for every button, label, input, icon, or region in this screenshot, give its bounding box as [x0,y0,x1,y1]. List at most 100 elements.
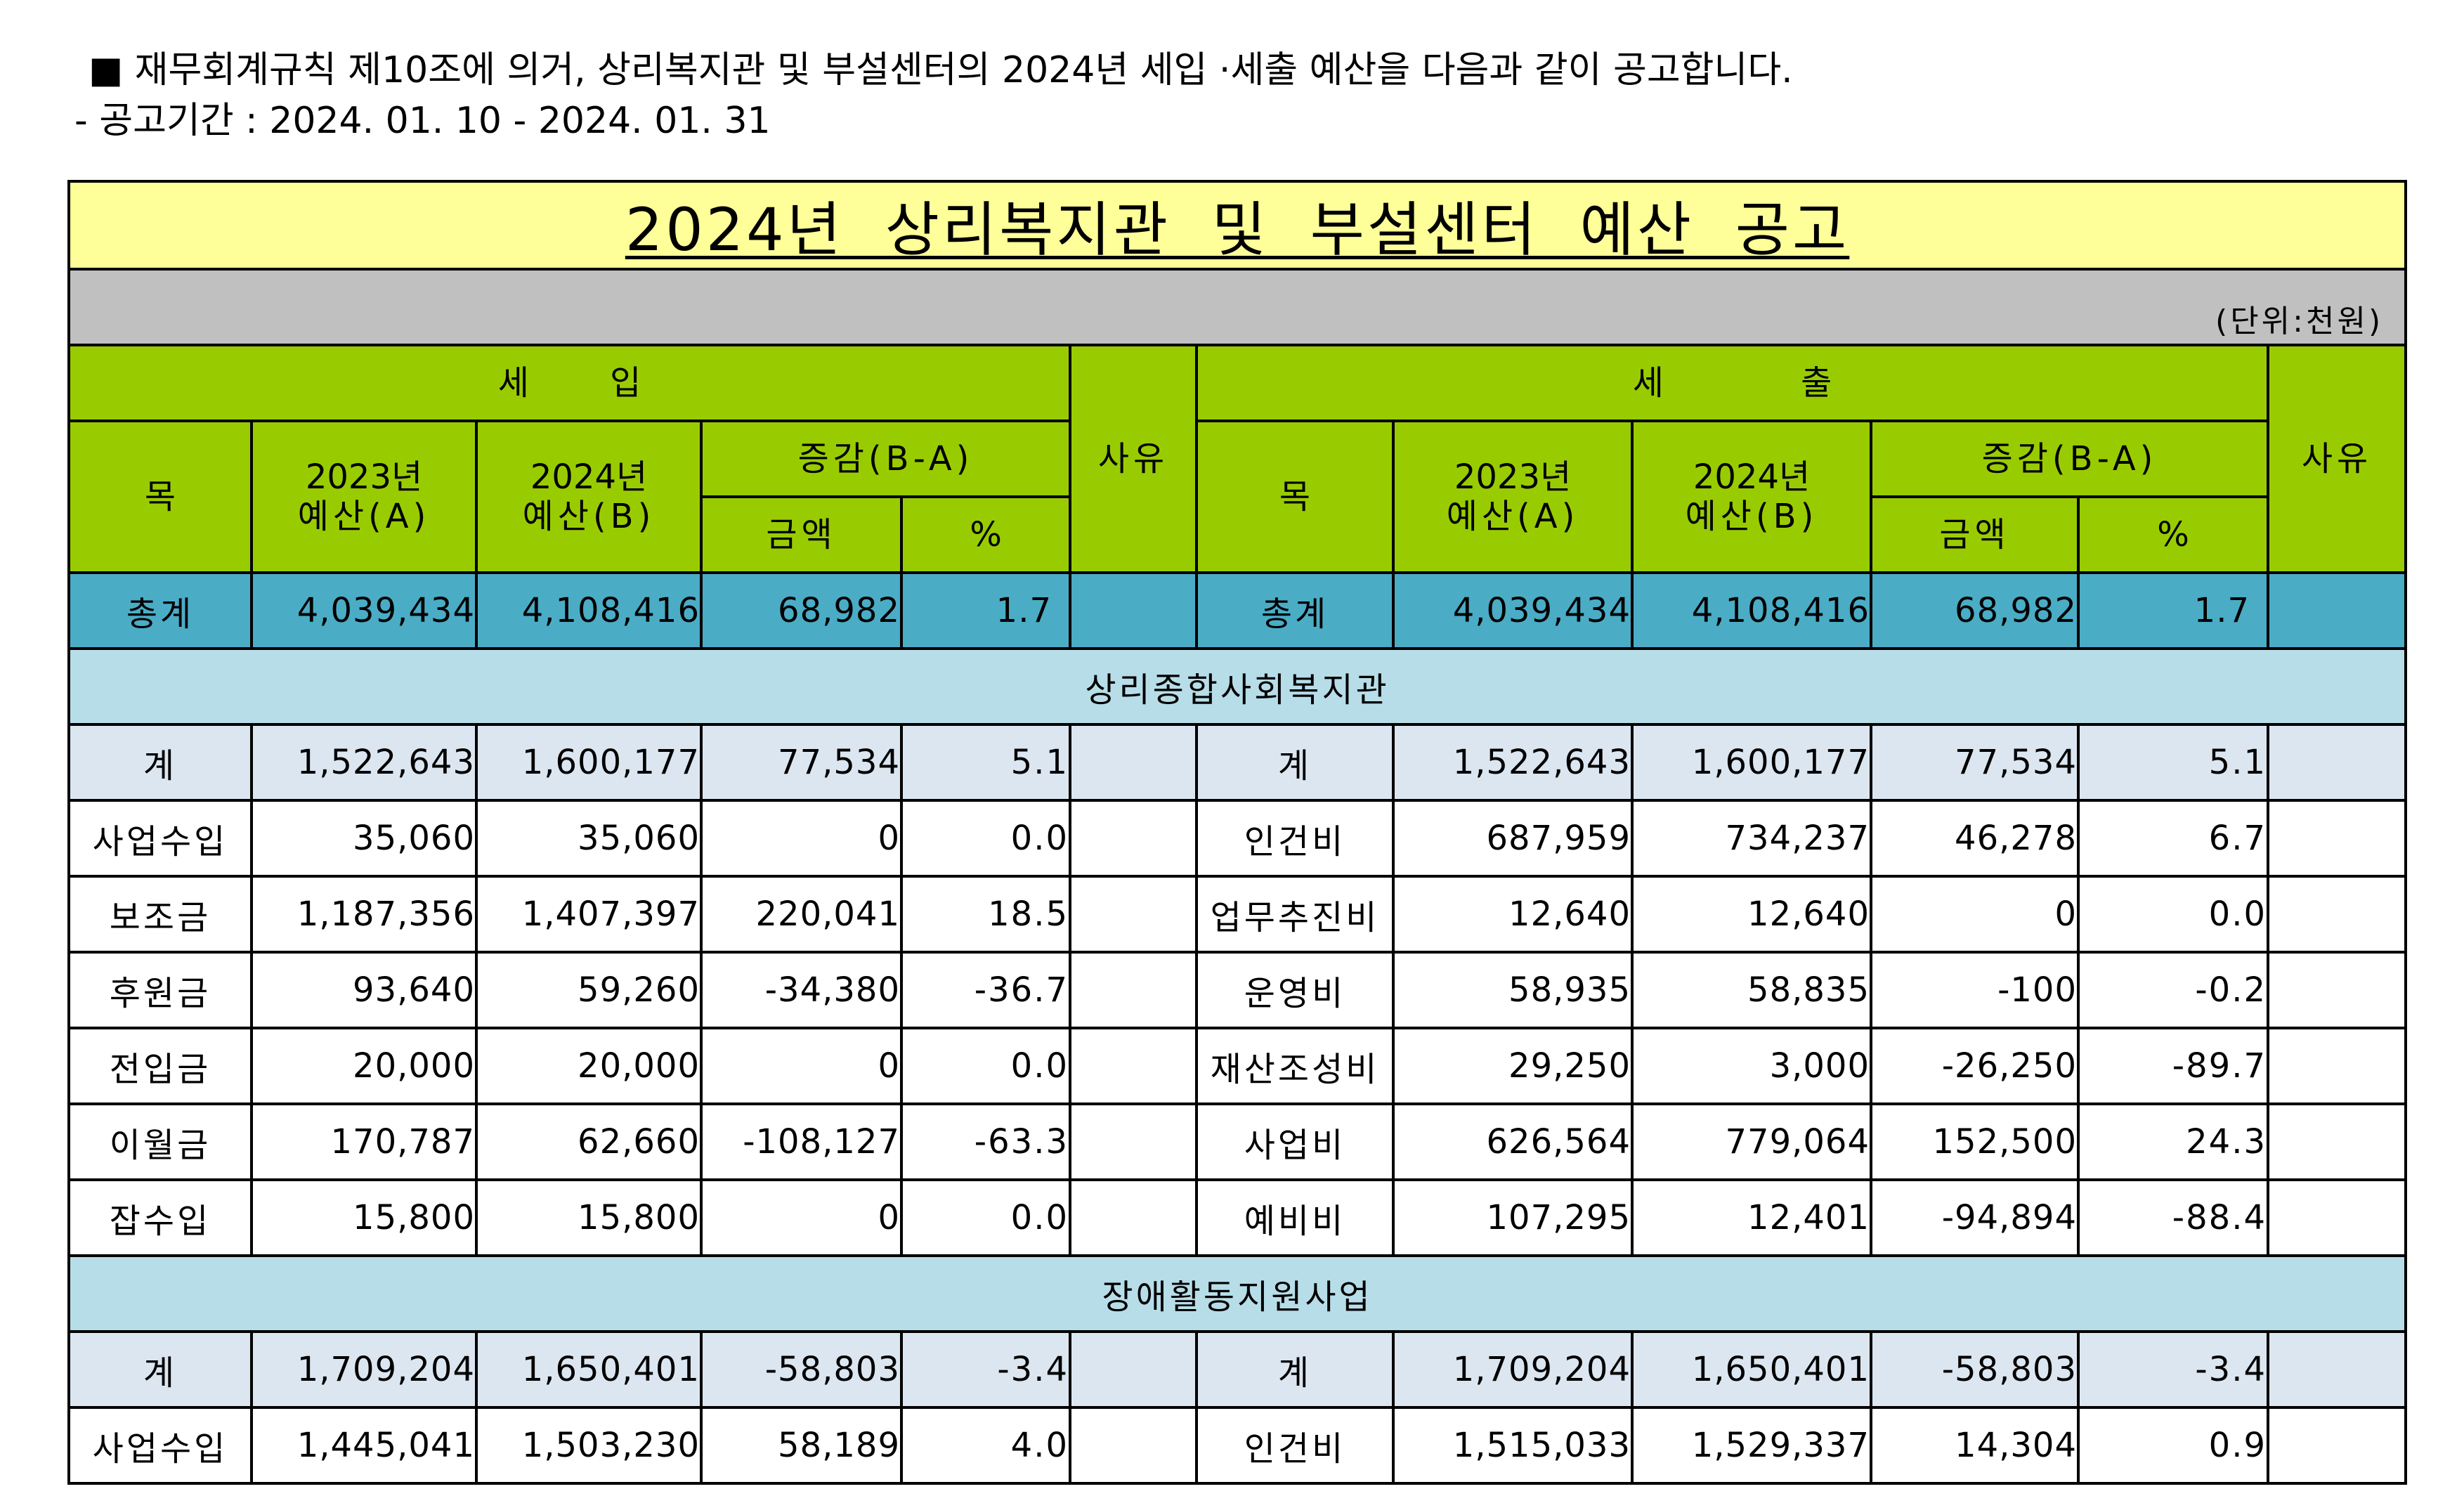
expense-y2023-cell: 58,935 [1392,951,1634,1029]
revenue-item-cell: 계 [67,1330,253,1409]
expense-amount-cell: -94,894 [1870,1178,2080,1257]
revenue-item-cell: 잡수입 [67,1178,253,1257]
expense-reason-cell [2266,1406,2408,1485]
expense-y2023-cell: 1,522,643 [1392,723,1634,802]
revenue-y2023-cell: 1,709,204 [250,1330,478,1409]
unit-wrap: (단위:천원) [72,272,2403,342]
revenue-item-cell: 전입금 [67,1027,253,1105]
expense-y2024-cell: 1,529,337 [1631,1406,1872,1485]
expense-y2024-cell: 3,000 [1631,1027,1872,1105]
revenue-total-percent: 1.7 [900,571,1071,650]
expense-y2023-cell: 29,250 [1392,1027,1634,1105]
expense-total-2023: 4,039,434 [1392,571,1634,650]
table-title-cell: 2024년 상리복지관 및 부설센터 예산 공고 [67,180,2408,271]
expense-y2024-cell: 12,401 [1631,1178,1872,1257]
table-row: 보조금 1,187,356 1,407,397 220,041 18.5 업무추진비 12,… [67,875,2408,954]
section-title: 장애활동지원사업 [67,1254,2408,1333]
revenue-reason-cell [1069,1103,1198,1181]
revenue-item-header: 목 [67,419,253,574]
expense-2023-header: 2023년 예산(A) [1392,419,1634,574]
title-row: 2024년 상리복지관 및 부설센터 예산 공고 [67,180,2408,271]
table-row: 이월금 170,787 62,660 -108,127 -63.3 사업비 626,564 7… [67,1103,2408,1181]
revenue-pct-cell: 0.0 [900,1027,1071,1105]
expense-item-cell: 운영비 [1195,951,1395,1029]
revenue-amount-cell: 0 [700,1027,903,1105]
section-subtotal-row: 계 1,709,204 1,650,401 -58,803 -3.4 계 1,709,204… [67,1330,2408,1409]
revenue-pct-cell: -63.3 [900,1103,1071,1181]
expense-item-cell: 예비비 [1195,1178,1395,1257]
expense-amount-cell: -58,803 [1870,1330,2080,1409]
header-row-1: 세 입 사유 세 출 사유 [67,344,2408,574]
expense-total-label: 총계 [1195,571,1395,650]
expense-y2024-cell: 58,835 [1631,951,1872,1029]
section-header-row: 상리종합사회복지관 [67,647,2408,726]
notice-statement: ■ 재무회계규칙 제10조에 의거, 상리복지관 및 부설센터의 2024년 세… [89,49,1793,91]
expense-y2024-cell: 734,237 [1631,799,1872,878]
revenue-amount-cell: 0 [700,1178,903,1257]
expense-y2024-cell: 12,640 [1631,875,1872,954]
section-header-row: 장애활동지원사업 [67,1254,2408,1333]
expense-pct-cell: -89.7 [2077,1027,2269,1105]
expense-2024-header: 2024년 예산(B) [1631,419,1872,574]
expense-item-cell: 인건비 [1195,799,1395,878]
revenue-item-cell: 보조금 [67,875,253,954]
revenue-total-2023: 4,039,434 [250,571,478,650]
revenue-y2024-cell: 15,800 [475,1178,703,1257]
header-row-2: 목 2023년 예산(A) 2024년 예산(B) 증감(B-A) 목 2023년 예… [67,419,2406,574]
revenue-reason-cell [1069,1027,1198,1105]
revenue-total-reason [1069,571,1198,650]
revenue-reason-cell [1069,1406,1198,1485]
revenue-amount-cell: -58,803 [700,1330,903,1409]
expense-y2024-cell: 779,064 [1631,1103,1872,1181]
notice-period: - 공고기간 : 2024. 01. 10 - 2024. 01. 31 [74,100,771,142]
revenue-y2023-cell: 170,787 [250,1103,478,1181]
expense-y2023-cell: 687,959 [1392,799,1634,878]
revenue-amount-header: 금액 [700,495,903,574]
expense-item-cell: 인건비 [1195,1406,1395,1485]
expense-amount-cell: 0 [1870,875,2080,954]
expense-percent-header: % [2077,495,2269,574]
revenue-amount-cell: 0 [700,799,903,878]
expense-pct-cell: 0.0 [2077,875,2269,954]
expense-reason-cell [2266,951,2408,1029]
revenue-pct-cell: -36.7 [900,951,1071,1029]
expense-pct-cell: -3.4 [2077,1330,2269,1409]
expense-item-cell: 계 [1195,1330,1395,1409]
revenue-y2023-cell: 93,640 [250,951,478,1029]
revenue-item-cell: 계 [67,723,253,802]
unit-cell: (단위:천원) [67,268,2408,346]
expense-total-change: 68,982 [1870,571,2080,650]
revenue-reason-cell [1069,875,1198,954]
expense-item-cell: 계 [1195,723,1395,802]
revenue-y2024-cell: 1,407,397 [475,875,703,954]
revenue-total-label: 총계 [67,571,253,650]
table-row: 잡수입 15,800 15,800 0 0.0 예비비 107,295 12,401 -94,8… [67,1178,2408,1257]
unit-row: (단위:천원) [67,268,2408,346]
expense-y2023-cell: 12,640 [1392,875,1634,954]
expense-reason-cell [2266,1178,2408,1257]
table-row: 사업수입 35,060 35,060 0 0.0 인건비 687,959 734,237 46,… [67,799,2408,878]
expense-reason-cell [2266,799,2408,878]
expense-item-header: 목 [1195,419,1395,574]
revenue-total-2024: 4,108,416 [475,571,703,650]
revenue-2023-header: 2023년 예산(A) [250,419,478,574]
expense-reason-cell [2266,875,2408,954]
expense-reason-cell [2266,1330,2408,1409]
revenue-y2023-cell: 1,445,041 [250,1406,478,1485]
expense-pct-cell: 6.7 [2077,799,2269,878]
table-row: 후원금 93,640 59,260 -34,380 -36.7 운영비 58,935 58,8… [67,951,2408,1029]
expense-y2023-cell: 626,564 [1392,1103,1634,1181]
revenue-y2024-cell: 35,060 [475,799,703,878]
expense-total-reason [2266,571,2408,650]
revenue-item-cell: 사업수입 [67,799,253,878]
revenue-change-header: 증감(B-A) [700,419,1071,498]
revenue-y2023-cell: 35,060 [250,799,478,878]
revenue-reason-cell [1069,723,1198,802]
expense-pct-cell: 0.9 [2077,1406,2269,1485]
revenue-y2024-cell: 1,503,230 [475,1406,703,1485]
expense-reason-cell [2266,723,2408,802]
revenue-pct-cell: 5.1 [900,723,1071,802]
revenue-amount-cell: 77,534 [700,723,903,802]
revenue-item-cell: 이월금 [67,1103,253,1181]
expense-reason-header: 사유 [2266,344,2408,574]
